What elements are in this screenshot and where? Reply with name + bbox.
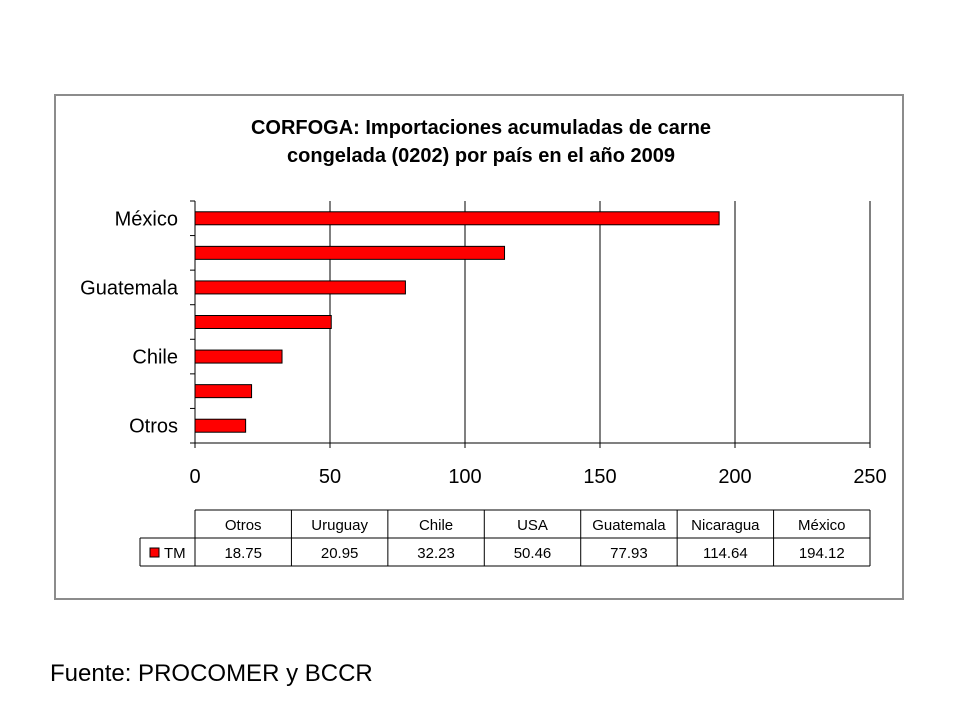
table-value-cell: 32.23 [417, 545, 455, 562]
table-value-cell: 50.46 [514, 545, 552, 562]
y-tick-label: Otros [129, 416, 178, 438]
bar-chile [194, 349, 283, 364]
table-value-cell: 194.12 [799, 545, 845, 562]
table-header-cell: USA [517, 517, 548, 534]
bar-uruguay [194, 384, 253, 399]
source-note: Fuente: PROCOMER y BCCR [50, 660, 373, 687]
table-value-cell: 18.75 [224, 545, 262, 562]
x-tick-label: 200 [718, 466, 751, 488]
table-header-cell: Guatemala [592, 517, 666, 534]
bar-nicaragua [194, 245, 506, 260]
chart-frame: CORFOGA: Importaciones acumuladas de car… [54, 94, 904, 600]
legend-swatch [149, 547, 160, 558]
y-tick-label: México [115, 208, 178, 230]
table-header-cell: Otros [225, 517, 262, 534]
x-tick-label: 100 [448, 466, 481, 488]
table-header-cell: Chile [419, 517, 453, 534]
bar-méxico [194, 211, 720, 226]
table-header-cell: Nicaragua [691, 517, 760, 534]
x-tick-label: 250 [853, 466, 886, 488]
bar-chart: CORFOGA: Importaciones acumuladas de car… [80, 117, 887, 567]
table-header-cell: México [798, 517, 846, 534]
table-value-cell: 20.95 [321, 545, 359, 562]
chart-title-line: CORFOGA: Importaciones acumuladas de car… [251, 117, 711, 139]
x-tick-label: 50 [319, 466, 341, 488]
chart-title-line: congelada (0202) por país en el año 2009 [287, 145, 675, 167]
bar-usa [194, 315, 332, 329]
y-tick-label: Guatemala [80, 277, 179, 299]
bar-guatemala [194, 280, 406, 295]
table-value-cell: 77.93 [610, 545, 648, 562]
table-header-cell: Uruguay [311, 517, 368, 534]
table-value-cell: 114.64 [703, 545, 748, 562]
legend-label: TM [164, 545, 186, 562]
bar-otros [194, 418, 247, 433]
x-tick-label: 0 [189, 466, 200, 488]
x-tick-label: 150 [583, 466, 616, 488]
y-tick-label: Chile [132, 347, 178, 369]
